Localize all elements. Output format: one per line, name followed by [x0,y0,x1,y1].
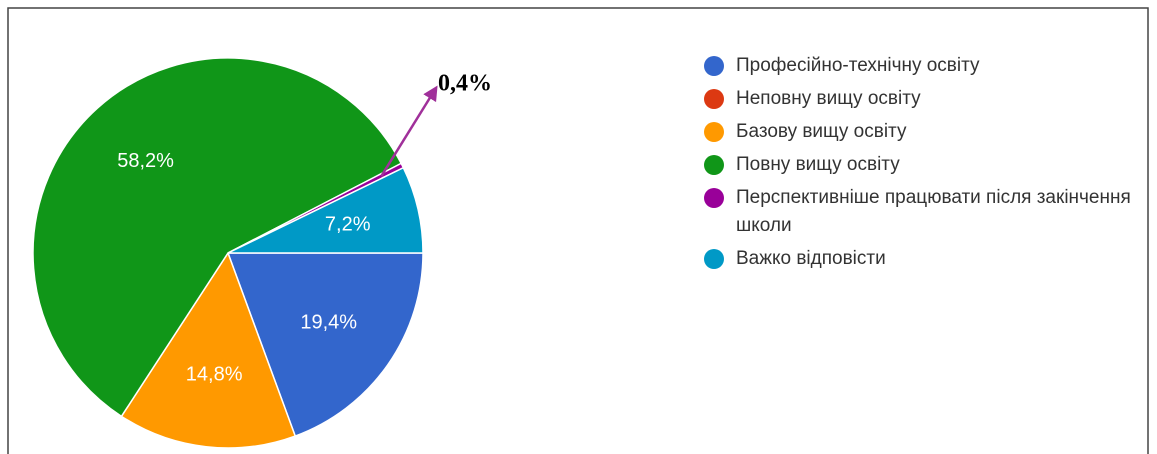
pie-slice [226,252,424,438]
slice-label: 14,8% [186,363,243,385]
slice-label: 19,4% [300,312,357,334]
callout-arrow [380,85,438,177]
legend-swatch [704,155,724,175]
legend-item: Перспективніше працювати після закінченн… [704,184,1154,240]
legend-item: Важко відповісти [704,245,1154,273]
legend-swatch [704,122,724,142]
legend-label: Перспективніше працювати після закінченн… [736,187,1131,236]
legend-swatch [704,89,724,109]
legend-label: Повну вищу освіту [736,154,900,175]
pie-slice [32,57,403,418]
pie-slice [120,251,297,449]
pie-slice [227,166,424,254]
legend-swatch [704,188,724,208]
legend-swatch [704,56,724,76]
legend: Професійно-технічну освіту Неповну вищу о… [704,52,1154,278]
legend-label: Професійно-технічну освіту [736,55,980,76]
legend-item: Повну вищу освіту [704,151,1154,179]
frame [7,7,1149,454]
slice-label: 7,2% [325,214,371,236]
slice-label-outside: 0,4% [438,71,492,97]
legend-item: Неповну вищу освіту [704,85,1154,113]
legend-item: Професійно-технічну освіту [704,52,1154,80]
legend-item: Базову вищу освіту [704,118,1154,146]
legend-label: Неповну вищу освіту [736,88,921,109]
legend-label: Важко відповісти [736,248,886,269]
slice-label: 58,2% [117,150,174,172]
legend-swatch [704,249,724,269]
legend-label: Базову вищу освіту [736,121,907,142]
